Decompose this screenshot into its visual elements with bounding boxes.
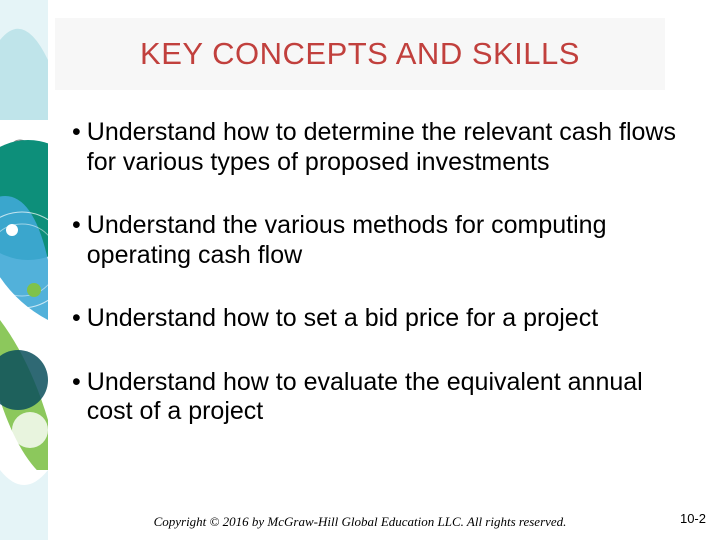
bullet-text: Understand how to determine the relevant…	[87, 118, 682, 177]
title-band: KEY CONCEPTS AND SKILLS	[55, 18, 665, 90]
bullet-list: • Understand how to determine the releva…	[72, 118, 682, 461]
bullet-marker-icon: •	[72, 118, 81, 177]
list-item: • Understand the various methods for com…	[72, 211, 682, 270]
bullet-text: Understand how to set a bid price for a …	[87, 304, 682, 334]
list-item: • Understand how to evaluate the equival…	[72, 368, 682, 427]
bullet-marker-icon: •	[72, 304, 81, 334]
slide-title: KEY CONCEPTS AND SKILLS	[140, 36, 580, 72]
slide-container: KEY CONCEPTS AND SKILLS • Understand how…	[0, 0, 720, 540]
bullet-marker-icon: •	[72, 368, 81, 427]
page-number: 10-2	[680, 511, 706, 526]
list-item: • Understand how to set a bid price for …	[72, 304, 682, 334]
bullet-text: Understand how to evaluate the equivalen…	[87, 368, 682, 427]
sidebar-decoration	[0, 0, 48, 540]
bullet-marker-icon: •	[72, 211, 81, 270]
copyright-footer: Copyright © 2016 by McGraw-Hill Global E…	[0, 514, 720, 530]
list-item: • Understand how to determine the releva…	[72, 118, 682, 177]
bullet-text: Understand the various methods for compu…	[87, 211, 682, 270]
